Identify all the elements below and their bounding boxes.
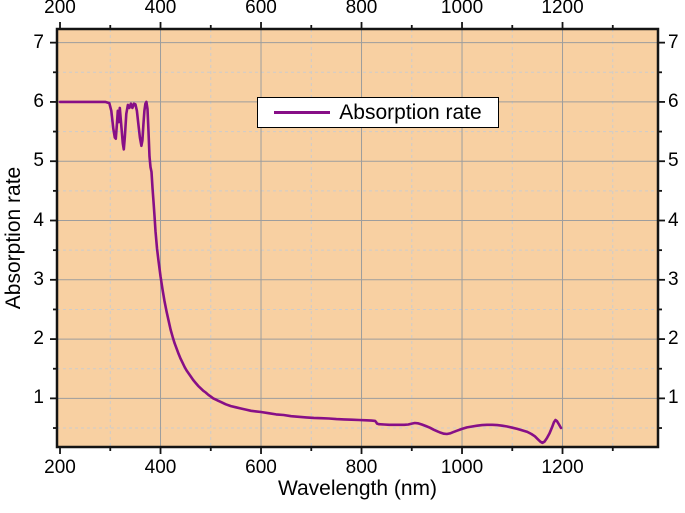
x-tick-label-bottom: 400	[144, 457, 177, 478]
y-tick-label-left: 6	[33, 90, 44, 112]
y-tick-label-left: 3	[33, 268, 44, 290]
y-tick-label-left: 1	[33, 387, 44, 409]
plot-background	[57, 29, 658, 447]
x-tick-label-top: 600	[245, 0, 277, 18]
y-tick-label-left: 5	[33, 150, 44, 172]
x-tick-label-bottom: 600	[245, 457, 277, 478]
y-tick-label-left: 7	[33, 31, 44, 53]
y-tick-label-right: 7	[668, 31, 679, 53]
y-tick-label-right: 1	[668, 387, 679, 409]
plot-frame	[55, 27, 660, 449]
legend-label: Absorption rate	[339, 100, 482, 124]
x-tick-label-bottom: 800	[345, 457, 378, 478]
y-axis-title: Absorption rate	[2, 166, 25, 310]
x-tick-label-top: 200	[44, 0, 76, 18]
absorption-rate-curve	[58, 100, 563, 445]
y-tick-label-right: 4	[668, 209, 679, 231]
x-tick-label-top: 400	[144, 0, 177, 18]
y-tick-label-right: 5	[668, 150, 679, 172]
legend-line-swatch	[274, 110, 331, 115]
y-tick-label-right: 3	[668, 268, 679, 290]
y-tick-label-right: 6	[668, 90, 679, 112]
legend: Absorption rate	[257, 97, 499, 128]
x-tick-label-top: 800	[345, 0, 378, 18]
x-tick-label-bottom: 1000	[440, 457, 484, 478]
x-axis-title: Wavelength (nm)	[277, 477, 438, 500]
x-tick-label-bottom: 1200	[541, 457, 584, 478]
y-tick-label-right: 2	[668, 328, 679, 350]
y-tick-label-left: 4	[33, 209, 44, 231]
x-tick-label-top: 1200	[541, 0, 584, 18]
x-tick-label-bottom: 200	[44, 457, 76, 478]
x-tick-label-top: 1000	[440, 0, 484, 18]
y-tick-label-left: 2	[33, 328, 44, 350]
